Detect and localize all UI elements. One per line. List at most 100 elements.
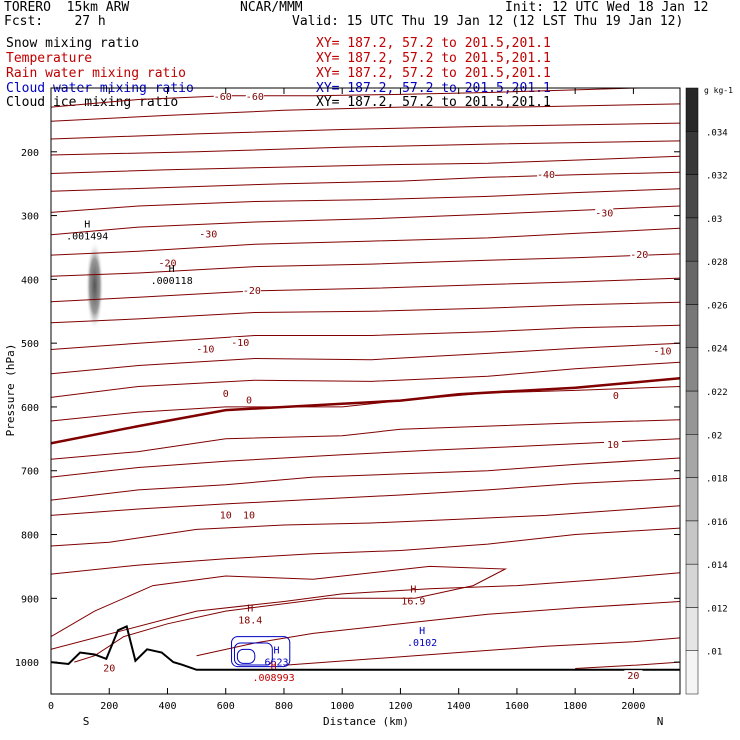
temperature-label-bg-12	[240, 394, 259, 406]
temperature-label-17: 20	[103, 663, 115, 674]
y-tick-label-4: 600	[21, 403, 39, 414]
temperature-label-bg-9	[231, 337, 250, 349]
axes: 0 200 400 600 800 1000 1200 1400 1600 1800 2000200…	[15, 88, 680, 712]
colorbar-swatch-2	[685, 563, 699, 608]
x-tick-label-6: 1200	[388, 701, 412, 712]
temperature-label-bg-17	[100, 662, 119, 674]
maximum-marker-0: H	[84, 219, 90, 230]
temperature-label-bg-6	[242, 284, 261, 296]
colorbar-tick-5: .02	[706, 431, 722, 441]
colorbar-swatch-9	[685, 260, 699, 305]
colorbar-swatch-4	[685, 477, 699, 522]
x-tick-label-2: 400	[158, 701, 176, 712]
temperature-contour-17	[51, 419, 680, 460]
maximum-value-3: 16.9	[401, 596, 425, 607]
x-tick-label-0: 0	[48, 701, 54, 712]
x-tick-label-1: 200	[100, 701, 118, 712]
temperature-contour-22	[51, 527, 680, 575]
y-tick-label-5: 700	[21, 467, 39, 478]
temperature-label-11: 0	[223, 389, 229, 400]
field-name-rain: Rain water mixing ratio	[6, 66, 187, 81]
temperature-contour-12	[51, 324, 680, 350]
temperature-contour-3	[51, 140, 680, 156]
x-tick-label-3: 600	[217, 701, 235, 712]
temperature-contour-7	[51, 205, 680, 236]
field-xy-temperature: XY= 187.2, 57.2 to 201.5,201.1	[316, 51, 551, 66]
colorbar-swatch-7	[685, 347, 699, 392]
colorbar-tick-10: .03	[706, 215, 722, 225]
temperature-label-bg-10	[653, 345, 672, 357]
colorbar-swatch-1	[685, 607, 699, 651]
temperature-contour-5	[51, 171, 680, 192]
x-tick-label-5: 1000	[330, 701, 354, 712]
temperature-contour-19	[51, 457, 680, 501]
temperature-label-bg-0	[213, 90, 232, 102]
colorbar-tick-7: .024	[706, 345, 728, 355]
temperature-label-5: -20	[158, 258, 176, 269]
temperature-label-16: 10	[607, 440, 619, 451]
plot-area: -60 -60 -40 -30 -30 -20 -20 -20 -10 -10 -10 0 0 0 10 10…	[51, 88, 680, 684]
field-xy-rain: XY= 187.2, 57.2 to 201.5,201.1	[316, 66, 551, 81]
temperature-label-2: -40	[537, 170, 555, 181]
field-name-temperature: Temperature	[6, 51, 93, 66]
temperature-label-bg-14	[216, 509, 235, 521]
field-xy-cloud-ice: XY= 187.2, 57.2 to 201.5,201.1	[316, 95, 551, 110]
temperature-label-bg-11	[216, 388, 235, 400]
y-tick-label-6: 800	[21, 531, 39, 542]
temperature-label-bg-3	[199, 228, 218, 240]
temperature-label-15: 10	[243, 510, 255, 521]
temperature-contour-0	[51, 88, 654, 108]
x-axis-label: Distance (km)	[323, 715, 409, 728]
temperature-label-3: -30	[199, 230, 217, 241]
temperature-label-8: -10	[196, 345, 214, 356]
field-name-snow: Snow mixing ratio	[6, 36, 140, 51]
maximum-value-1: .000118	[151, 276, 193, 287]
temperature-contour-8	[51, 227, 680, 256]
temperature-label-1: -60	[246, 92, 264, 103]
temperature-contour-21	[51, 505, 680, 547]
temperature-label-bg-16	[604, 439, 623, 451]
temperature-label-18: 20	[627, 671, 639, 682]
header-model: TORERO 15km ARW	[4, 0, 130, 15]
temperature-contour-4	[51, 155, 680, 174]
x-tick-label-10: 2000	[621, 701, 645, 712]
temperature-label-bg-1	[245, 90, 264, 102]
maximum-value-6: .008993	[253, 673, 295, 684]
temperature-label-bg-18	[624, 670, 643, 682]
maximum-marker-5: H	[273, 646, 279, 657]
temperature-contour-26	[283, 637, 680, 666]
colorbar-unit: g kg-1	[704, 86, 733, 95]
colorbar-tick-4: .018	[706, 475, 728, 485]
temperature-contour-13	[51, 342, 680, 375]
colorbar-swatch-8	[685, 304, 699, 348]
x-end-label-north: N	[657, 715, 664, 728]
temperature-contour-2	[51, 122, 680, 140]
temperature-label-bg-13	[606, 390, 625, 402]
colorbar-swatch-3	[685, 520, 699, 565]
plot-frame	[50, 87, 681, 695]
cloud-water-contour-1	[233, 642, 273, 666]
colorbar-tick-12: .034	[706, 128, 728, 138]
temperature-contour-11	[51, 301, 680, 324]
colorbar-tick-6: .022	[706, 388, 728, 398]
temperature-label-7: -20	[630, 250, 648, 261]
temperature-label-13: 0	[613, 391, 619, 402]
terrain-line	[51, 625, 680, 671]
maximum-value-5: 6623	[264, 658, 288, 669]
y-tick-label-2: 400	[21, 275, 39, 286]
x-tick-label-9: 1800	[563, 701, 587, 712]
colorbar-tick-3: .016	[706, 518, 728, 528]
x-tick-label-7: 1400	[447, 701, 471, 712]
maximum-marker-6: H	[271, 661, 277, 672]
maximum-marker-2: H	[247, 603, 253, 614]
temperature-label-bg-2	[537, 168, 556, 180]
temperature-contour-25	[196, 601, 680, 657]
temperature-contour-24	[51, 572, 680, 650]
temperature-label-bg-5	[158, 257, 177, 269]
maximum-marker-3: H	[410, 584, 416, 595]
temperature-contour-18	[51, 438, 680, 478]
colorbar-swatch-11	[685, 174, 699, 219]
header-init: Init: 12 UTC Wed 18 Jan 12	[505, 0, 709, 15]
colorbar-swatch-12	[685, 131, 699, 175]
